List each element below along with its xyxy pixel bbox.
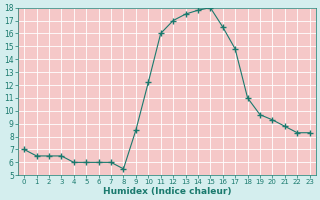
X-axis label: Humidex (Indice chaleur): Humidex (Indice chaleur) (103, 187, 231, 196)
